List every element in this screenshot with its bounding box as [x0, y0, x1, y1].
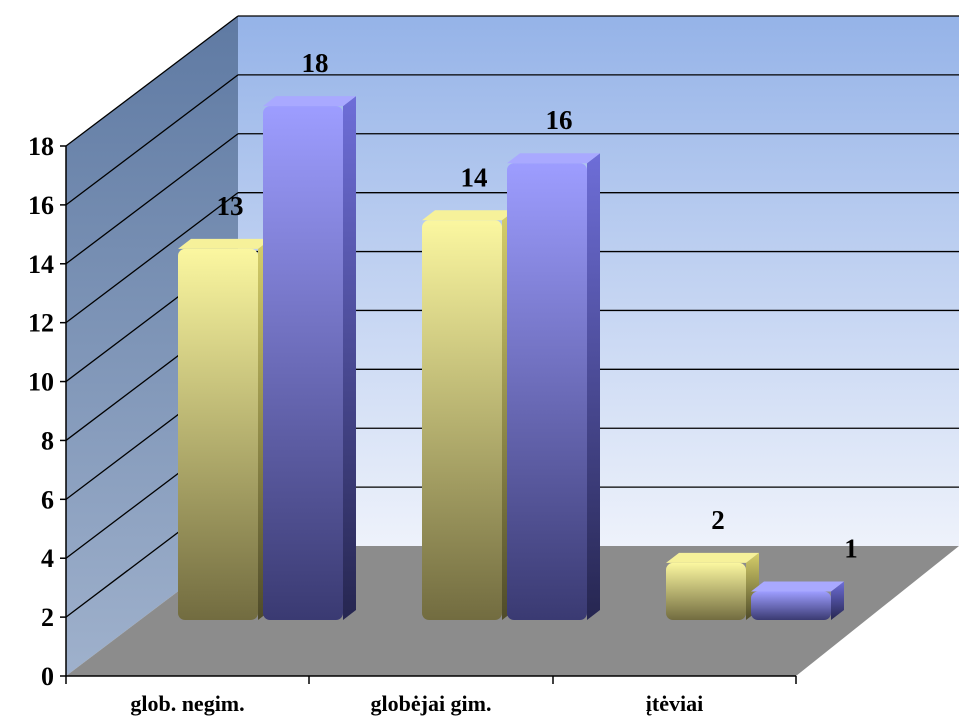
- y-tick-label: 14: [28, 250, 54, 279]
- gridline-side: [65, 133, 239, 265]
- x-category-labels: glob. negim. globėjai gim. įtėviai: [65, 676, 797, 716]
- bar-top: [422, 210, 515, 221]
- bar-side: [587, 153, 600, 620]
- bar-top: [263, 96, 356, 107]
- bars: [178, 96, 844, 621]
- data-label: 1: [844, 533, 858, 563]
- data-label: 13: [217, 191, 244, 221]
- gridline-side: [65, 74, 239, 206]
- bar-front: [178, 248, 258, 620]
- y-tick-label: 6: [41, 485, 54, 514]
- bar-top: [507, 153, 600, 164]
- bar-front: [751, 591, 831, 620]
- data-label: 2: [711, 505, 725, 535]
- y-tick-label: 10: [28, 368, 54, 397]
- bar-side: [831, 581, 844, 620]
- bar-front: [263, 106, 343, 621]
- data-label: 18: [302, 48, 329, 78]
- bar-1-2: [422, 210, 515, 621]
- bar-2-2: [507, 153, 600, 620]
- data-labels: 13 18 14 16 2 1: [217, 48, 858, 563]
- bar-2-1: [263, 96, 356, 621]
- bar-front: [666, 562, 746, 620]
- gridline-side: [65, 192, 239, 324]
- bar-front: [507, 163, 587, 620]
- y-tick-label: 12: [28, 309, 54, 338]
- x-category-label: globėjai gim.: [371, 691, 492, 716]
- x-category-label: glob. negim.: [130, 691, 244, 716]
- y-tick-labels: 0 2 4 6 8 10 12 14 16 18: [28, 132, 66, 691]
- y-tick-label: 4: [41, 544, 54, 573]
- data-label: 14: [461, 162, 488, 192]
- y-tick-label: 16: [28, 191, 54, 220]
- gridline-side: [65, 15, 239, 147]
- bar-1-1: [178, 238, 271, 620]
- y-axis: [65, 146, 796, 677]
- bar-top: [666, 552, 759, 563]
- y-tick-label: 8: [41, 426, 54, 455]
- bar-1-3: [666, 552, 759, 620]
- data-label: 16: [546, 105, 573, 135]
- bar-top: [178, 238, 271, 249]
- y-tick-label: 0: [41, 662, 54, 691]
- bar-2-3: [751, 581, 844, 620]
- bar-side: [343, 96, 356, 621]
- bar-top: [751, 581, 844, 592]
- bar-front: [422, 220, 502, 621]
- y-tick-label: 18: [28, 132, 54, 161]
- y-tick-label: 2: [41, 603, 54, 632]
- x-category-label: įtėviai: [646, 691, 703, 716]
